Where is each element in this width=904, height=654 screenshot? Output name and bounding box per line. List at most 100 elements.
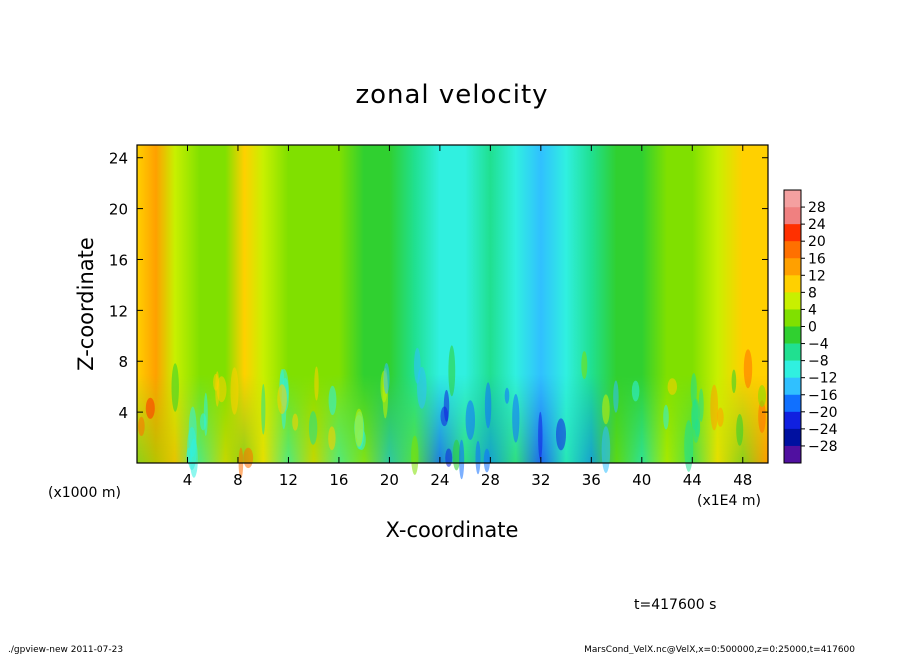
heatmap-streak xyxy=(602,394,610,425)
heatmap-streak xyxy=(743,349,753,389)
y-tick-label: 24 xyxy=(109,150,128,168)
heatmap-streak xyxy=(758,400,766,433)
colorbar-label: −16 xyxy=(808,388,838,404)
plot-frame xyxy=(136,144,769,464)
heatmap-streak xyxy=(188,406,197,458)
colorbar-label: 20 xyxy=(808,234,826,250)
heatmap-streak xyxy=(731,369,737,394)
y-unit-label: (x1000 m) xyxy=(48,485,121,501)
y-tick-label: 4 xyxy=(118,404,128,422)
heatmap-streak xyxy=(308,411,318,445)
heatmap-streak xyxy=(145,397,155,419)
heatmap-streak xyxy=(216,376,227,403)
y-tick-label: 16 xyxy=(109,251,128,269)
heatmap-streak xyxy=(230,367,239,415)
colorbar-cell xyxy=(784,326,801,344)
colorbar-label: −4 xyxy=(808,337,829,353)
colorbar-cell xyxy=(784,275,801,293)
y-axis-title: Z-coordinate xyxy=(74,237,98,371)
colorbar-label: 8 xyxy=(808,285,817,301)
heatmap-streak xyxy=(411,435,419,475)
colorbar-label: −8 xyxy=(808,354,829,370)
x-tick-label: 28 xyxy=(481,471,500,489)
y-tick-label: 20 xyxy=(109,201,128,219)
heatmap-streak xyxy=(736,414,744,446)
colorbar-cell xyxy=(784,394,801,413)
heatmap-streak xyxy=(613,380,619,413)
x-tick-label: 44 xyxy=(683,471,702,489)
heatmap-streak xyxy=(483,448,490,473)
x-tick-label: 48 xyxy=(733,471,752,489)
heatmap-streak xyxy=(690,373,697,406)
colorbar-label: 24 xyxy=(808,217,826,233)
colorbar-cell xyxy=(784,377,801,396)
x-tick-label: 24 xyxy=(430,471,449,489)
heatmap-streak xyxy=(667,378,677,395)
x-tick-label: 20 xyxy=(380,471,399,489)
colorbar-cell xyxy=(784,207,801,225)
heatmap-streaks xyxy=(138,345,766,480)
colorbar-cell xyxy=(784,258,801,276)
colorbar-cell xyxy=(784,224,801,242)
heatmap-streak xyxy=(581,351,588,380)
heatmap-streak xyxy=(631,380,640,402)
colorbar-cell xyxy=(784,360,801,378)
heatmap-streak xyxy=(663,404,669,430)
colorbar-cell xyxy=(784,428,801,447)
heatmap-streak xyxy=(694,419,701,437)
heatmap-streak xyxy=(710,384,719,431)
y-ticks: 4 8 12 16 20 24 xyxy=(109,150,768,422)
heatmap-streak xyxy=(504,387,510,404)
x-tick-label: 36 xyxy=(582,471,601,489)
colorbar-cell xyxy=(784,309,801,327)
heatmap-streak xyxy=(459,439,465,480)
colorbar-cell xyxy=(784,292,801,310)
heatmap-streak xyxy=(698,388,704,422)
heatmap-streak xyxy=(556,418,566,451)
colorbar-cell xyxy=(784,190,801,208)
x-tick-label: 8 xyxy=(233,471,243,489)
heatmap-streak xyxy=(328,426,336,451)
heatmap-streak xyxy=(465,400,475,440)
colorbar-label: −20 xyxy=(808,405,838,421)
heatmap-streak xyxy=(200,413,207,431)
time-label: t=417600 s xyxy=(634,597,716,613)
heatmap-streak xyxy=(440,406,449,427)
heatmap-streak xyxy=(292,413,299,431)
heatmap-streak xyxy=(354,408,364,447)
heatmap-streak xyxy=(314,366,319,401)
x-tick-label: 40 xyxy=(632,471,651,489)
colorbar-label: 12 xyxy=(808,268,826,284)
colorbar-label: 28 xyxy=(808,200,826,216)
colorbar-label: −28 xyxy=(808,439,838,455)
heatmap-streak xyxy=(445,448,453,467)
footer-right: MarsCond_VelX.nc@VelX,x=0:500000,z=0:250… xyxy=(584,645,855,654)
x-ticks: 4 8 12 16 20 24 28 32 36 40 44 48 xyxy=(183,145,752,489)
colorbar-cell xyxy=(784,241,801,259)
heatmap-streak xyxy=(758,385,766,407)
colorbar-label: 16 xyxy=(808,251,826,267)
x-tick-label: 4 xyxy=(183,471,193,489)
x-tick-label: 32 xyxy=(531,471,550,489)
chart-title: zonal velocity xyxy=(355,80,548,110)
heatmap-streak xyxy=(448,345,456,397)
colorbar-label: −12 xyxy=(808,371,838,387)
heatmap-streak xyxy=(243,447,254,469)
heatmap-streak xyxy=(328,385,337,416)
x-tick-label: 16 xyxy=(329,471,348,489)
heatmap-streak xyxy=(171,363,179,412)
footer-left: ./gpview-new 2011-07-23 xyxy=(8,645,123,654)
heatmap-streak xyxy=(475,440,481,475)
heatmap-streak xyxy=(138,416,145,436)
heatmap-streak xyxy=(417,366,427,409)
colorbar-label: 4 xyxy=(808,302,817,318)
colorbar-cell xyxy=(784,445,801,464)
heatmap-streak xyxy=(538,411,543,460)
x-unit-label: (x1E4 m) xyxy=(697,493,761,509)
colorbar-cell xyxy=(784,411,801,430)
colorbar-label: −24 xyxy=(808,422,838,438)
heatmap-streak xyxy=(684,420,694,472)
heatmap-streak xyxy=(261,384,266,435)
colorbar-cell xyxy=(784,343,801,361)
